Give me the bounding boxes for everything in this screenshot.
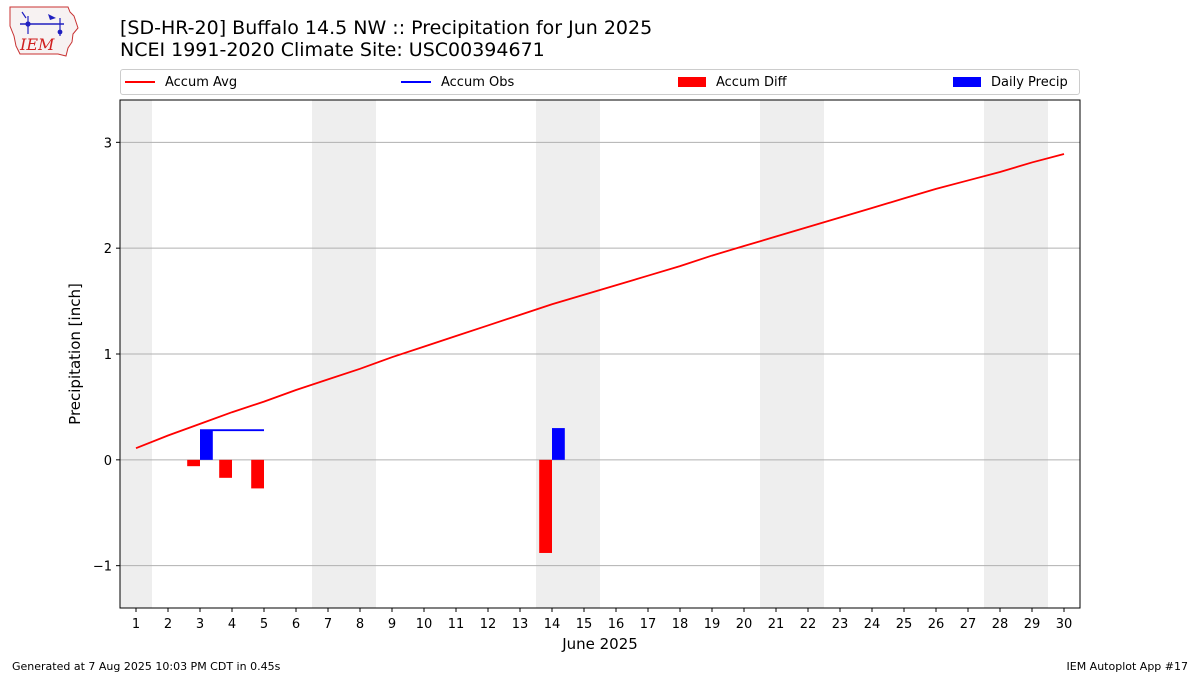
x-tick-label: 30 bbox=[1056, 617, 1073, 632]
x-tick-label: 6 bbox=[292, 617, 300, 632]
x-tick-label: 19 bbox=[704, 617, 721, 632]
legend-item-accum-diff: Accum Diff bbox=[678, 70, 787, 94]
x-tick-label: 26 bbox=[928, 617, 945, 632]
y-tick-label: 0 bbox=[104, 454, 112, 469]
grid-lines bbox=[120, 141, 1080, 567]
x-tick-label: 15 bbox=[576, 617, 593, 632]
y-tick-label: 1 bbox=[104, 348, 112, 363]
iowa-outline-icon bbox=[9, 6, 79, 57]
x-tick-label: 7 bbox=[324, 617, 332, 632]
y-tick-label: −1 bbox=[93, 560, 112, 575]
daily-precip-bar bbox=[552, 428, 565, 460]
x-tick-label: 2 bbox=[164, 617, 172, 632]
legend-swatch-daily-precip bbox=[953, 77, 981, 87]
x-tick-label: 24 bbox=[864, 617, 881, 632]
legend-label-daily-precip: Daily Precip bbox=[991, 74, 1068, 90]
y-tick-label: 2 bbox=[104, 242, 112, 257]
legend: Accum Avg Accum Obs Accum Diff Daily Pre… bbox=[120, 69, 1080, 95]
legend-label-accum-obs: Accum Obs bbox=[441, 74, 515, 90]
x-tick-label: 25 bbox=[896, 617, 913, 632]
footer-generated-text: Generated at 7 Aug 2025 10:03 PM CDT in … bbox=[12, 660, 281, 673]
x-tick-label: 23 bbox=[832, 617, 849, 632]
accum-diff-bar bbox=[539, 459, 552, 553]
x-tick-label: 14 bbox=[544, 617, 561, 632]
x-tick-label: 20 bbox=[736, 617, 753, 632]
x-tick-label: 9 bbox=[388, 617, 396, 632]
y-axis-label: Precipitation [inch] bbox=[66, 283, 84, 425]
x-tick-label: 4 bbox=[228, 617, 236, 632]
legend-label-accum-diff: Accum Diff bbox=[716, 74, 787, 90]
x-axis: 1 2 3 4 5 6 7 8 9 10 11 12 13 14 15 16 17 18 19 20 21 22 23 24 2… bbox=[132, 608, 1072, 632]
accum-diff-bar bbox=[219, 459, 232, 478]
x-axis-label: June 2025 bbox=[561, 635, 638, 653]
x-tick-label: 10 bbox=[416, 617, 433, 632]
legend-swatch-accum-avg bbox=[125, 81, 155, 83]
accum-avg-line bbox=[135, 153, 1065, 450]
chart-title: [SD-HR-20] Buffalo 14.5 NW :: Precipitat… bbox=[120, 17, 653, 39]
accum-diff-bar bbox=[251, 459, 264, 489]
y-tick-label: 3 bbox=[104, 136, 112, 151]
legend-item-accum-avg: Accum Avg bbox=[125, 70, 237, 94]
chart-subtitle: NCEI 1991-2020 Climate Site: USC00394671 bbox=[120, 39, 545, 61]
x-tick-label: 22 bbox=[800, 617, 817, 632]
legend-swatch-accum-obs bbox=[401, 81, 431, 83]
footer-app-text: IEM Autoplot App #17 bbox=[1066, 660, 1189, 673]
x-tick-label: 17 bbox=[640, 617, 657, 632]
y-axis: −1 0 1 2 3 bbox=[93, 136, 120, 575]
x-tick-label: 12 bbox=[480, 617, 497, 632]
x-tick-label: 8 bbox=[356, 617, 364, 632]
x-tick-label: 27 bbox=[960, 617, 977, 632]
accum-diff-bar bbox=[187, 459, 200, 467]
daily-precip-bar bbox=[200, 430, 213, 460]
legend-item-daily-precip: Daily Precip bbox=[953, 70, 1068, 94]
x-tick-label: 29 bbox=[1024, 617, 1041, 632]
legend-label-accum-avg: Accum Avg bbox=[165, 74, 238, 90]
x-tick-label: 18 bbox=[672, 617, 689, 632]
x-tick-label: 11 bbox=[448, 617, 465, 632]
legend-item-accum-obs: Accum Obs bbox=[401, 70, 514, 94]
series-lines bbox=[135, 153, 1065, 450]
bars bbox=[187, 428, 565, 553]
legend-swatch-accum-diff bbox=[678, 77, 706, 87]
logo-text: IEM bbox=[19, 35, 55, 54]
x-tick-label: 13 bbox=[512, 617, 529, 632]
x-tick-label: 16 bbox=[608, 617, 625, 632]
x-tick-label: 3 bbox=[196, 617, 204, 632]
x-tick-label: 21 bbox=[768, 617, 785, 632]
x-tick-label: 1 bbox=[132, 617, 140, 632]
x-tick-label: 28 bbox=[992, 617, 1009, 632]
iem-logo: IEM bbox=[9, 6, 79, 57]
x-tick-label: 5 bbox=[260, 617, 268, 632]
